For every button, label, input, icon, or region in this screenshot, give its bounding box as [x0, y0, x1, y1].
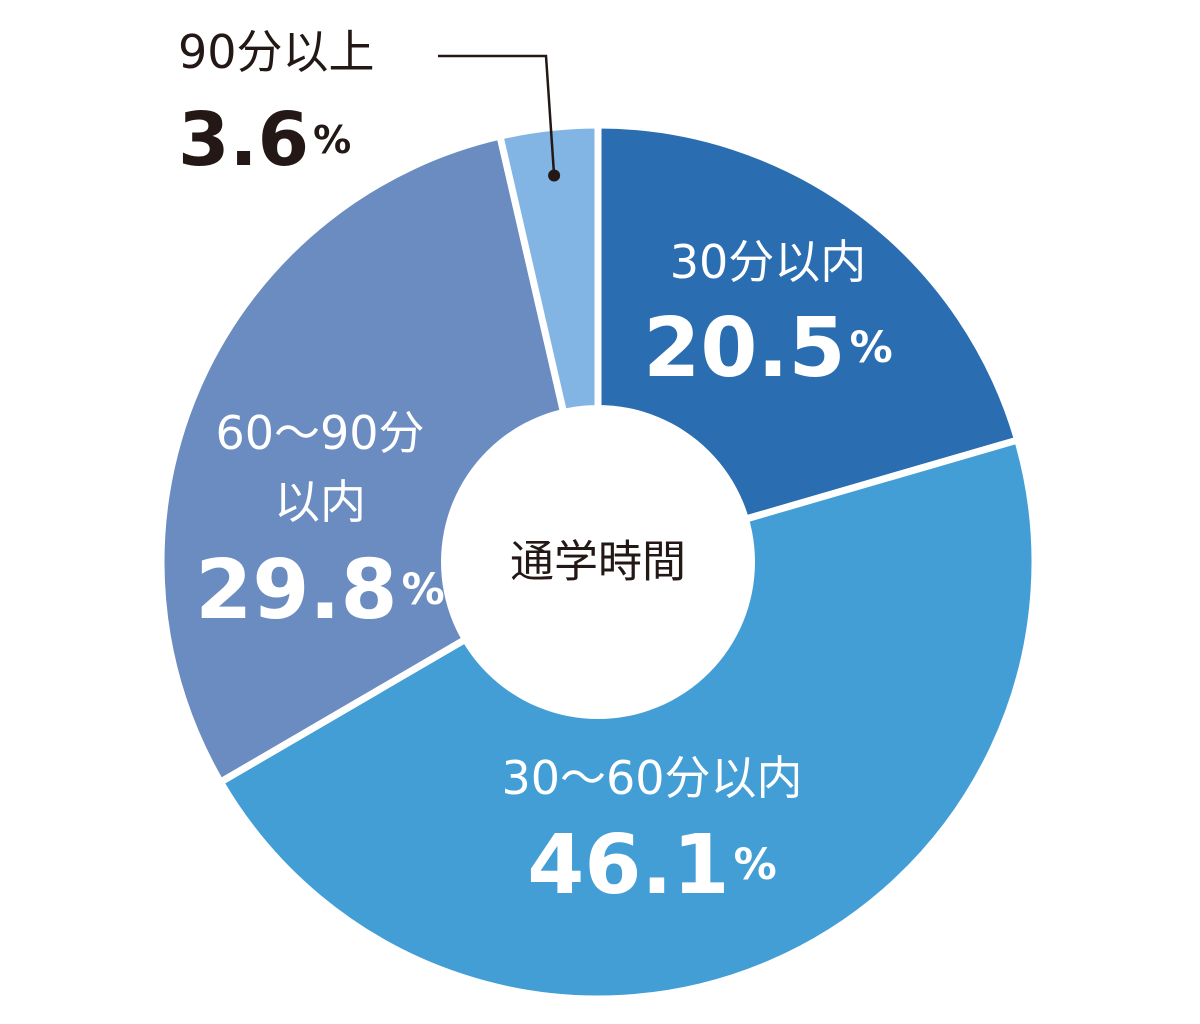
slice-1 — [215, 435, 1039, 1003]
slice-2-value-label: 29.8% — [195, 543, 444, 638]
slice-3-category-label: 90分以上 — [178, 25, 375, 79]
leader-line-90min-over — [438, 54, 556, 176]
slice-1-value-label: 46.1% — [527, 818, 776, 913]
slice-1-category-label: 30〜60分以内 — [501, 751, 802, 805]
slice-2-category-label-line-2: 以内 — [274, 475, 366, 529]
slice-0-category-label: 30分以内 — [670, 235, 867, 289]
center-label: 通学時間 — [510, 537, 686, 588]
leader-line-dot — [548, 169, 561, 182]
slice-0-value-label: 20.5% — [643, 301, 892, 396]
slice-2-category-label-line-1: 60〜90分 — [215, 406, 424, 460]
slice-3-value-label: 3.6% — [178, 97, 351, 183]
center-hole — [441, 405, 755, 719]
